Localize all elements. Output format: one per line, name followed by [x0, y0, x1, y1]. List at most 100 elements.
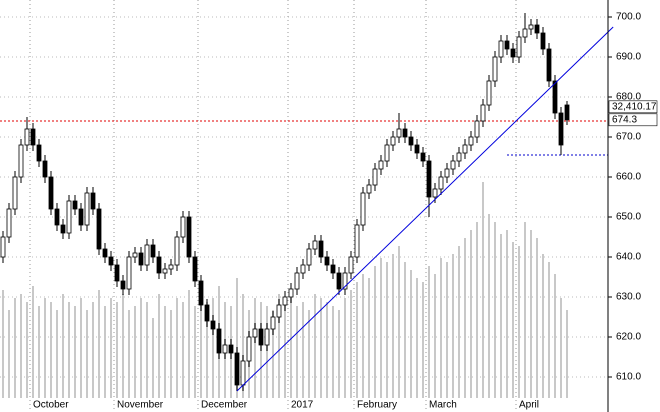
- volume-bar: [296, 306, 298, 398]
- volume-bar: [92, 302, 94, 398]
- volume-bar: [68, 302, 70, 398]
- candle-body: [456, 152, 462, 162]
- volume-bar: [62, 294, 64, 398]
- y-tick-label: 620.0: [616, 332, 641, 343]
- volume-bar: [518, 246, 520, 398]
- volume-bar: [182, 302, 184, 398]
- volume-bar: [566, 310, 568, 398]
- candle-body: [204, 304, 210, 322]
- volume-bar: [242, 294, 244, 398]
- volume-bar: [236, 278, 238, 398]
- x-tick-label: February: [357, 400, 397, 411]
- candle-body: [168, 264, 174, 270]
- volume-bar: [164, 306, 166, 398]
- volume-bar: [8, 310, 10, 398]
- x-tick-label: November: [117, 400, 164, 411]
- volume-bar: [266, 306, 268, 398]
- price-label: 674.3: [612, 114, 637, 125]
- price-box: [608, 100, 658, 114]
- candle-body: [270, 316, 276, 330]
- volume-bar: [308, 310, 310, 398]
- volume-bar: [200, 294, 202, 398]
- volume-bar: [344, 298, 346, 398]
- y-tick-label: 610.0: [616, 372, 641, 383]
- candle-body: [240, 360, 246, 386]
- candle-body: [72, 200, 78, 210]
- volume-bar: [80, 298, 82, 398]
- volume-bar: [392, 254, 394, 398]
- candle-body: [438, 176, 444, 190]
- volume-bar: [398, 246, 400, 398]
- volume-bar: [332, 306, 334, 398]
- volume-bar: [410, 270, 412, 398]
- volume-bar: [356, 282, 358, 398]
- candle-body: [540, 32, 546, 50]
- volume-bar: [338, 310, 340, 398]
- candle-body: [12, 176, 18, 210]
- volume-bar: [470, 230, 472, 398]
- candle-body: [282, 296, 288, 306]
- volume-bar: [194, 306, 196, 398]
- candle-body: [564, 104, 570, 121]
- candle-body: [534, 24, 540, 34]
- candle-body: [180, 216, 186, 238]
- candle-body: [318, 240, 324, 258]
- candle-body: [348, 256, 354, 274]
- candle-body: [480, 104, 486, 122]
- x-tick-label: October: [33, 400, 69, 411]
- volume-bar: [140, 298, 142, 398]
- candle-body: [6, 208, 12, 238]
- candle-body: [498, 40, 504, 58]
- volume-bar: [56, 310, 58, 398]
- candle-body: [408, 136, 414, 146]
- candle-body: [144, 244, 150, 266]
- candle-body: [156, 256, 162, 274]
- candle-body: [102, 248, 108, 258]
- candle-body: [336, 272, 342, 290]
- volume-bar: [272, 310, 274, 398]
- y-tick-label: 640.0: [616, 252, 641, 263]
- candle-body: [330, 264, 336, 274]
- volume-bar: [494, 222, 496, 398]
- volume-bar: [290, 298, 292, 398]
- candle-body: [372, 168, 378, 186]
- x-tick-label: March: [429, 400, 457, 411]
- volume-bar: [350, 290, 352, 398]
- y-tick-label: 690.0: [616, 52, 641, 63]
- volume-bar: [254, 298, 256, 398]
- candle-body: [78, 208, 84, 226]
- volume-bar: [2, 290, 4, 398]
- volume-bar: [362, 274, 364, 398]
- candle-body: [324, 256, 330, 266]
- volume-bar: [326, 302, 328, 398]
- y-tick-label: 630.0: [616, 292, 641, 303]
- volume-bar: [320, 298, 322, 398]
- candle-body: [294, 272, 300, 290]
- candle-body: [0, 236, 6, 258]
- volume-bar: [284, 302, 286, 398]
- volume-bar: [512, 242, 514, 398]
- candle-body: [264, 328, 270, 346]
- candle-body: [366, 184, 372, 194]
- volume-bar: [188, 290, 190, 398]
- volume-bar: [554, 274, 556, 398]
- volume-bar: [158, 294, 160, 398]
- volume-bar: [416, 278, 418, 398]
- candle-body: [384, 144, 390, 162]
- candle-body: [528, 24, 534, 30]
- candle-body: [510, 48, 516, 58]
- volume-bar: [374, 266, 376, 398]
- candle-body: [18, 144, 24, 178]
- volume-bar: [380, 258, 382, 398]
- volume-bar: [176, 298, 178, 398]
- volume-bar: [506, 230, 508, 398]
- volume-bar: [458, 246, 460, 398]
- volume-bar: [170, 310, 172, 398]
- candle-body: [342, 272, 348, 290]
- candle-body: [378, 160, 384, 170]
- volume-bar: [524, 222, 526, 398]
- candle-body: [414, 144, 420, 154]
- candle-body: [420, 152, 426, 162]
- volume-bar: [86, 310, 88, 398]
- candle-body: [300, 264, 306, 274]
